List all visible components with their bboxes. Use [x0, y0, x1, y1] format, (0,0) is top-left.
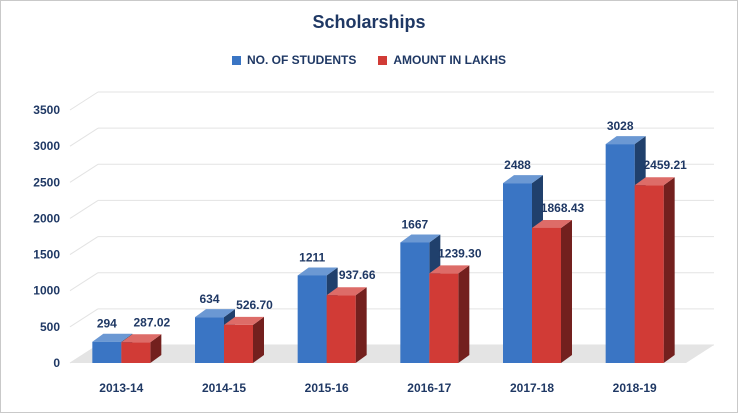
amount-data-label-0: 287.02	[133, 315, 170, 329]
y-tick-label-2: 1000	[33, 284, 60, 298]
amount-bar-5-top	[634, 177, 675, 186]
legend-label-amount: AMOUNT IN LAKHS	[393, 53, 506, 67]
amount-bar-3-side	[458, 265, 470, 363]
x-tick-label-1: 2014-15	[202, 381, 246, 395]
y-tick-label-4: 2000	[33, 211, 60, 225]
y-tick-label-5: 2500	[33, 175, 60, 189]
y-tick-label-3: 1500	[33, 248, 60, 262]
x-tick-label-3: 2016-17	[407, 381, 451, 395]
x-tick-label-0: 2013-14	[99, 381, 143, 395]
legend-swatch-amount	[378, 55, 388, 65]
students-bar-4-top	[503, 175, 543, 184]
amount-bar-1-side	[253, 316, 264, 363]
amount-bar-1-top	[224, 316, 264, 325]
students-bar-4	[503, 183, 532, 363]
y-tick-label-6: 3000	[33, 139, 60, 153]
amount-data-label-4: 1868.43	[541, 201, 585, 215]
amount-bar-3-top	[429, 265, 470, 274]
amount-bar-4-side	[561, 219, 572, 363]
students-bar-5	[605, 144, 635, 363]
gridline-diag-7	[69, 91, 99, 111]
legend-swatch-students	[231, 55, 241, 65]
gridline-diag-6	[69, 127, 99, 147]
gridline-diag-1	[69, 308, 99, 328]
amount-bar-1	[224, 324, 253, 363]
students-bar-3-top	[400, 234, 441, 243]
students-bar-5-top	[605, 136, 646, 145]
legend-item-amount: AMOUNT IN LAKHS	[378, 53, 506, 67]
students-bar-0	[92, 341, 122, 363]
amount-bar-4	[532, 227, 561, 363]
students-data-label-1: 634	[199, 292, 219, 306]
amount-data-label-1: 526.70	[236, 298, 273, 312]
legend-item-students: NO. OF STUDENTS	[231, 53, 357, 67]
amount-bar-0-side	[150, 334, 162, 363]
amount-bar-5-side	[663, 177, 675, 363]
chart-title: Scholarships	[312, 12, 426, 32]
students-bar-1	[195, 317, 224, 363]
x-tick-label-4: 2017-18	[510, 381, 554, 395]
amount-bar-2-top	[326, 287, 367, 296]
students-data-label-5: 3028	[607, 119, 634, 133]
students-data-label-4: 2488	[504, 158, 531, 172]
students-bar-2	[297, 275, 327, 363]
amount-bar-0	[121, 342, 151, 363]
amount-data-label-2: 937.66	[339, 268, 376, 282]
amount-bar-3	[429, 273, 459, 363]
x-tick-label-5: 2018-19	[613, 381, 657, 395]
amount-bar-2	[326, 295, 356, 363]
amount-data-label-3: 1239.30	[438, 246, 482, 260]
students-bar-0-top	[92, 333, 133, 342]
y-tick-label-0: 0	[53, 356, 60, 370]
students-bar-1-top	[195, 309, 235, 318]
students-data-label-2: 1211	[299, 250, 325, 264]
x-tick-label-2: 2015-16	[305, 381, 349, 395]
students-bar-3	[400, 242, 430, 363]
amount-bar-0-top	[121, 334, 162, 343]
students-data-label-3: 1667	[401, 217, 428, 231]
amount-bar-4-top	[532, 219, 572, 228]
legend-label-students: NO. OF STUDENTS	[246, 53, 357, 67]
gridline-diag-3	[69, 236, 99, 255]
legend: NO. OF STUDENTS AMOUNT IN LAKHS	[0, 53, 738, 67]
amount-bar-2-side	[355, 287, 367, 363]
gridline-diag-2	[69, 272, 99, 292]
y-tick-label-7: 3500	[33, 103, 60, 117]
amount-data-label-5: 2459.21	[643, 158, 687, 172]
y-tick-label-1: 500	[40, 320, 60, 334]
gridline-diag-5	[69, 163, 99, 183]
students-data-label-0: 294	[97, 317, 117, 331]
gridline-diag-4	[69, 200, 99, 219]
amount-bar-5	[634, 185, 664, 363]
students-bar-2-top	[297, 267, 338, 276]
